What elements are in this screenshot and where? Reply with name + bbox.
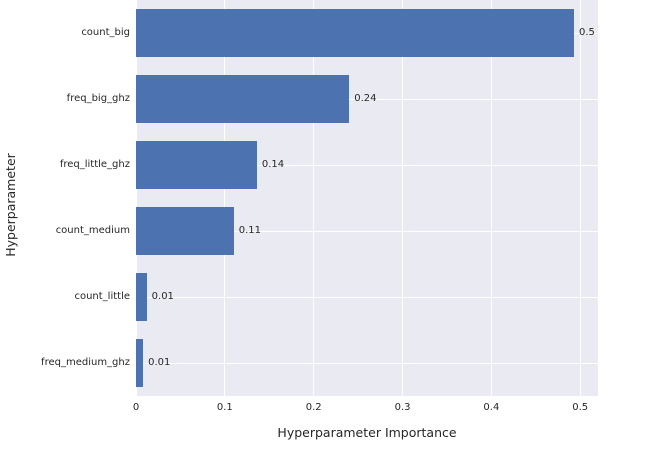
- gridline-vertical: [224, 0, 226, 396]
- plot-area: 0.5 0.24 0.14 0.11 0.01 0.01: [136, 0, 598, 396]
- bar-count_big: [136, 9, 574, 57]
- gridline-horizontal: [136, 230, 598, 232]
- y-tick-label: freq_little_ghz: [59, 159, 130, 170]
- gridline-vertical: [579, 0, 581, 396]
- bar-count_little: [136, 273, 147, 321]
- gridline-horizontal: [136, 98, 598, 100]
- bar-freq_little_ghz: [136, 141, 257, 189]
- gridline-horizontal: [136, 296, 598, 298]
- x-tick-label: 0: [132, 402, 140, 413]
- gridline-vertical: [136, 0, 137, 396]
- x-axis-label: Hyperparameter Importance: [277, 424, 457, 440]
- bar-value-label: 0.11: [238, 225, 261, 236]
- bar-freq_big_ghz: [136, 75, 350, 123]
- x-tick-label: 0.3: [394, 402, 411, 413]
- bar-freq_medium_ghz: [136, 339, 144, 387]
- x-tick-label: 0.4: [483, 402, 500, 413]
- x-tick-label: 0.2: [305, 402, 322, 413]
- y-tick-label: count_medium: [55, 225, 130, 236]
- gridline-horizontal: [136, 362, 598, 364]
- x-tick-label: 0.5: [572, 402, 589, 413]
- gridline-vertical: [490, 0, 492, 396]
- y-tick-label: count_little: [74, 291, 130, 302]
- bar-count_medium: [136, 207, 234, 255]
- y-tick-label: count_big: [81, 27, 130, 38]
- gridline-vertical: [313, 0, 315, 396]
- bar-value-label: 0.14: [261, 159, 285, 170]
- y-tick-label: freq_big_ghz: [66, 93, 130, 104]
- bar-value-label: 0.01: [151, 291, 174, 302]
- gridline-horizontal: [136, 164, 598, 166]
- bar-value-label: 0.01: [148, 357, 171, 368]
- y-tick-label: freq_medium_ghz: [41, 357, 130, 368]
- bar-value-label: 0.24: [354, 93, 377, 104]
- gridline-vertical: [402, 0, 404, 396]
- bar-value-label: 0.5: [579, 27, 595, 38]
- x-tick-label: 0.1: [216, 402, 233, 413]
